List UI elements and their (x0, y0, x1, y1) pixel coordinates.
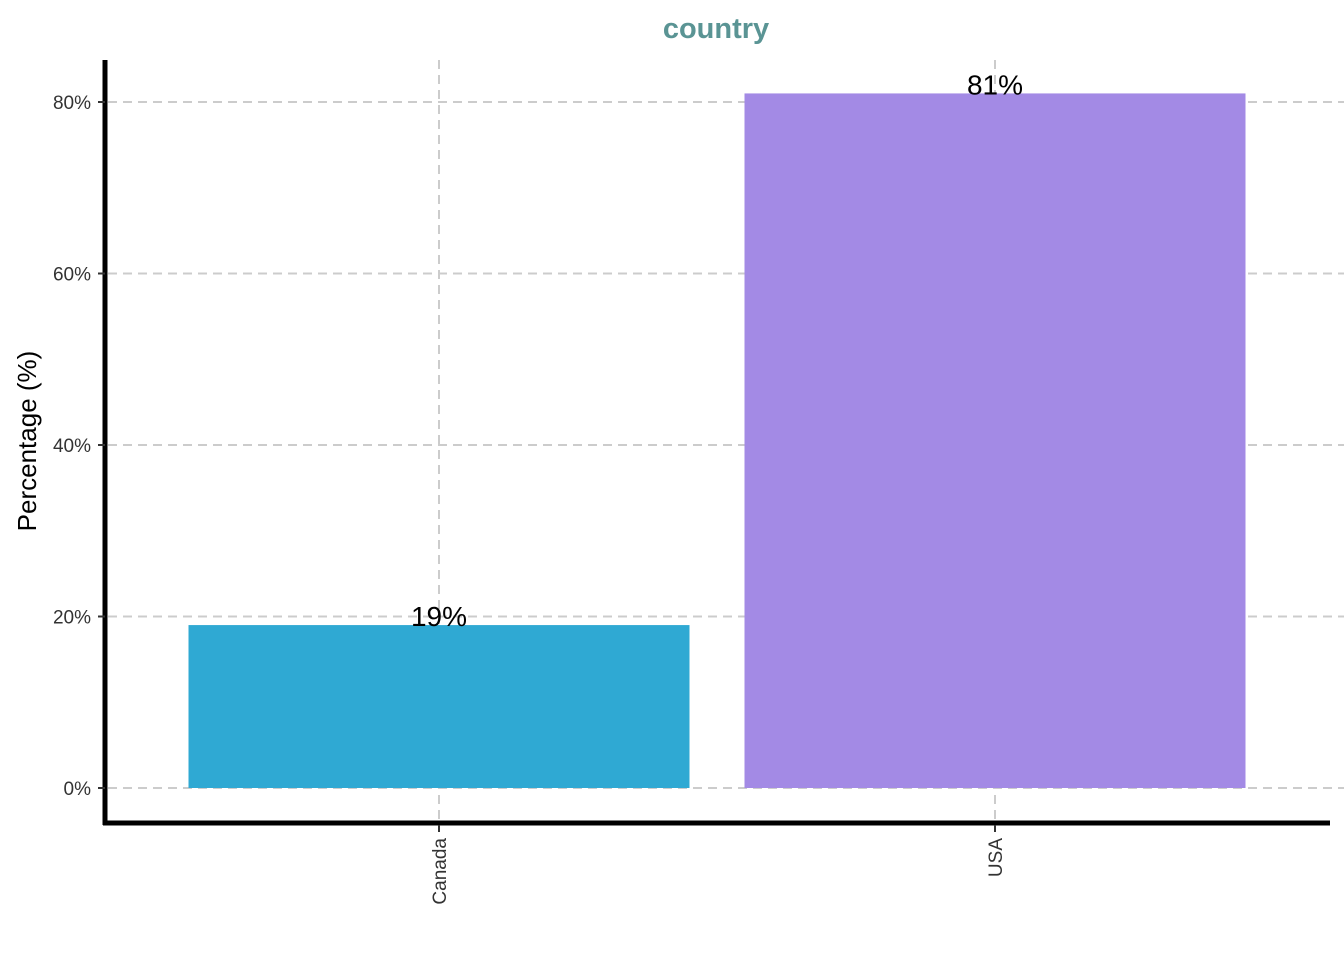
y-tick-label: 40% (53, 436, 91, 457)
chart-title: country (663, 13, 769, 45)
x-tick-label: Canada (430, 838, 451, 905)
data-labels: 19% 81% (411, 69, 1023, 632)
y-tick-label: 20% (53, 608, 91, 629)
x-tick-label: USA (986, 838, 1007, 877)
y-tick-label: 0% (64, 779, 92, 800)
ticks: 0% 20% 40% 60% 80% Canada USA (53, 93, 1007, 905)
data-label: 81% (967, 69, 1023, 100)
data-label: 19% (411, 601, 467, 632)
bar-canada (188, 625, 690, 788)
y-tick-label: 60% (53, 265, 91, 286)
y-tick-label: 80% (53, 93, 91, 114)
bars (188, 93, 1246, 789)
bar-usa (744, 93, 1246, 789)
y-axis-label: Percentage (%) (12, 351, 42, 532)
axes (102, 60, 1330, 826)
